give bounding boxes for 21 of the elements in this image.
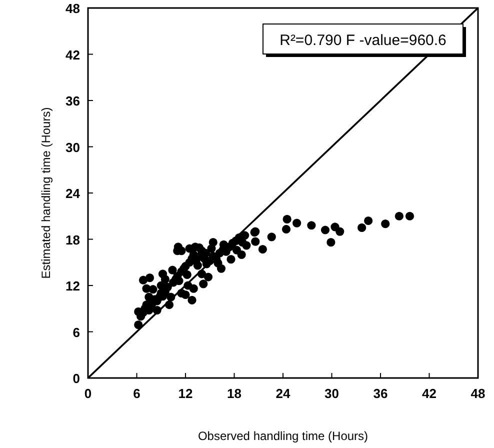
x-tick-label: 48	[470, 386, 486, 401]
y-tick-label: 12	[66, 278, 80, 294]
x-tick-label: 36	[373, 386, 388, 401]
y-tick-label: 0	[72, 371, 80, 386]
y-axis-title: Estimated handling time (Hours)	[39, 107, 53, 279]
x-axis-title: Observed handling time (Hours)	[198, 429, 368, 443]
x-tick-label: 6	[133, 386, 140, 401]
x-tick-label: 18	[227, 386, 242, 401]
y-tick-label: 30	[66, 140, 80, 155]
x-tick-label: 12	[178, 386, 193, 401]
y-tick-label: 6	[72, 324, 80, 340]
y-tick-label: 18	[66, 232, 80, 248]
y-tick-label: 24	[66, 186, 81, 201]
y-tick-label: 48	[66, 1, 80, 16]
y-tick-label: 42	[66, 47, 80, 62]
x-tick-label: 30	[324, 386, 339, 401]
annotation: R²=0.790 F -value=960.6	[280, 32, 446, 49]
x-tick-label: 0	[84, 386, 92, 401]
y-tick-label: 36	[66, 94, 80, 108]
x-tick-label: 42	[422, 386, 436, 401]
x-tick-label: 24	[276, 386, 291, 401]
